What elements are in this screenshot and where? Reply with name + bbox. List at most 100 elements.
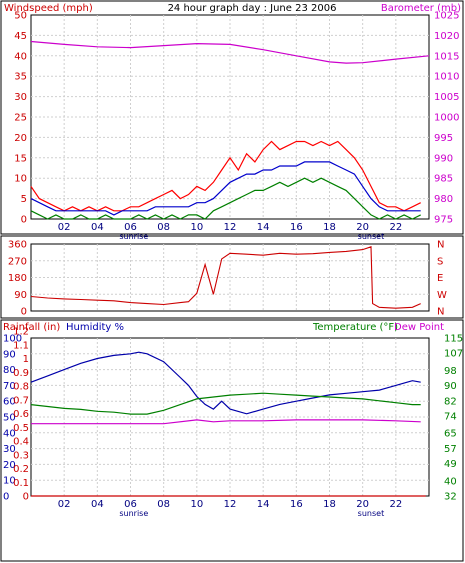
hour-tick-label: 02 bbox=[58, 499, 71, 510]
temperature-tick-label: 57 bbox=[444, 444, 457, 455]
direction-tick-label: 180 bbox=[8, 273, 27, 284]
rain-tick-label: 0.8 bbox=[13, 382, 29, 393]
temperature-tick-label: 40 bbox=[444, 476, 457, 487]
humidity-tick-label: 20 bbox=[3, 460, 16, 471]
rain-tick-label: 0.7 bbox=[13, 395, 29, 406]
hour-tick-label: 12 bbox=[224, 222, 237, 233]
series-line-humidity bbox=[30, 351, 421, 415]
hour-tick-label: 22 bbox=[389, 499, 402, 510]
direction-tick-label: 270 bbox=[8, 256, 27, 267]
hour-tick-label: 10 bbox=[190, 222, 203, 233]
compass-tick-label: N bbox=[437, 307, 444, 318]
compass-tick-label: W bbox=[437, 290, 447, 301]
sunset-label: sunset bbox=[358, 509, 385, 518]
series-line-temperature bbox=[30, 392, 421, 415]
windspeed-tick-label: 5 bbox=[21, 194, 27, 205]
barometer-tick-label: 980 bbox=[434, 194, 453, 205]
windspeed-tick-label: 0 bbox=[21, 215, 27, 226]
rainfall-axis-label: Rainfall (in) bbox=[3, 322, 60, 333]
barometer-tick-label: 1000 bbox=[434, 113, 459, 124]
windspeed-tick-label: 10 bbox=[14, 174, 27, 185]
temperature-tick-label: 82 bbox=[444, 396, 457, 407]
temperature-tick-label: 74 bbox=[444, 412, 457, 423]
hour-tick-label: 20 bbox=[356, 499, 369, 510]
compass-tick-label: N bbox=[437, 240, 444, 251]
humidity-tick-label: 0 bbox=[3, 492, 9, 503]
hour-tick-label: 04 bbox=[91, 499, 104, 510]
temperature-tick-label: 49 bbox=[444, 459, 457, 470]
direction-tick-label: 360 bbox=[8, 240, 27, 251]
rain-tick-label: 0.9 bbox=[13, 368, 29, 379]
sunrise-label: sunrise bbox=[119, 509, 148, 518]
temperature-tick-label: 107 bbox=[444, 349, 463, 360]
compass-tick-label: E bbox=[437, 273, 443, 284]
hour-tick-label: 06 bbox=[124, 499, 137, 510]
barometer-tick-label: 1005 bbox=[434, 92, 459, 103]
dewpoint-axis-label: Dew Point bbox=[394, 322, 444, 333]
humidity-axis-label: Humidity % bbox=[66, 322, 124, 333]
hour-tick-label: 02 bbox=[58, 222, 71, 233]
windspeed-tick-label: 25 bbox=[14, 113, 27, 124]
hour-tick-label: 10 bbox=[190, 499, 203, 510]
humidity-tick-label: 60 bbox=[3, 397, 16, 408]
hour-tick-label: 06 bbox=[124, 222, 137, 233]
barometer-tick-label: 1010 bbox=[434, 72, 459, 83]
rain-tick-label: 0.3 bbox=[13, 450, 29, 461]
hour-tick-label: 18 bbox=[323, 222, 336, 233]
series-line-windspeed-min bbox=[30, 177, 421, 220]
rain-tick-label: 0.4 bbox=[13, 437, 29, 448]
barometer-tick-label: 985 bbox=[434, 174, 453, 185]
direction-tick-label: 0 bbox=[21, 307, 27, 318]
temperature-tick-label: 65 bbox=[444, 429, 457, 440]
hour-tick-label: 08 bbox=[157, 499, 170, 510]
temperature-tick-label: 90 bbox=[444, 381, 457, 392]
direction-tick-label: 90 bbox=[14, 290, 27, 301]
hour-tick-label: 04 bbox=[91, 222, 104, 233]
temperature-axis-label: Temperature (°F) bbox=[312, 322, 398, 333]
rain-humidity-temp-plot: 0 10 20 30 40 50 60 70 80 90 100 0 0.1 0.2 0.3 0.4 0.5 0.… bbox=[3, 327, 463, 518]
hour-tick-label: 14 bbox=[257, 222, 270, 233]
rain-tick-label: 0.2 bbox=[13, 464, 29, 475]
series-line-windspeed-avg bbox=[30, 161, 421, 216]
series-line-barometer bbox=[30, 40, 430, 64]
windspeed-tick-label: 15 bbox=[14, 153, 27, 164]
sunrise-label: sunrise bbox=[119, 232, 148, 241]
windspeed-tick-label: 50 bbox=[14, 11, 27, 22]
humidity-tick-label: 50 bbox=[3, 413, 16, 424]
humidity-tick-label: 10 bbox=[3, 476, 16, 487]
series-line-wind-direction bbox=[30, 246, 421, 309]
barometer-tick-label: 1015 bbox=[434, 51, 459, 62]
humidity-tick-label: 80 bbox=[3, 365, 16, 376]
temperature-tick-label: 32 bbox=[444, 492, 457, 503]
sunset-label: sunset bbox=[358, 232, 385, 241]
hour-tick-label: 18 bbox=[323, 499, 336, 510]
series-line-dew-point bbox=[31, 419, 421, 425]
hour-tick-label: 14 bbox=[257, 499, 270, 510]
windspeed-tick-label: 45 bbox=[14, 31, 27, 42]
compass-tick-label: S bbox=[437, 256, 443, 267]
rain-tick-label: 0 bbox=[23, 492, 29, 503]
hour-tick-label: 16 bbox=[290, 499, 303, 510]
temperature-tick-label: 98 bbox=[444, 366, 457, 377]
hour-tick-label: 12 bbox=[224, 499, 237, 510]
rain-tick-label: 0.5 bbox=[13, 423, 29, 434]
windspeed-tick-label: 40 bbox=[14, 51, 27, 62]
barometer-tick-label: 975 bbox=[434, 215, 453, 226]
barometer-tick-label: 1025 bbox=[434, 11, 459, 22]
humidity-tick-label: 30 bbox=[3, 444, 16, 455]
temperature-tick-label: 115 bbox=[444, 334, 463, 345]
hour-tick-label: 16 bbox=[290, 222, 303, 233]
humidity-tick-label: 100 bbox=[3, 334, 22, 345]
rain-tick-label: 0.6 bbox=[13, 409, 29, 420]
windspeed-tick-label: 30 bbox=[14, 92, 27, 103]
rain-tick-label: 0.1 bbox=[13, 478, 29, 489]
barometer-tick-label: 990 bbox=[434, 153, 453, 164]
chart-title: 24 hour graph day : June 23 2006 bbox=[168, 3, 337, 14]
windspeed-axis-label: Windspeed (mph) bbox=[4, 3, 93, 14]
hour-tick-label: 08 bbox=[157, 222, 170, 233]
humidity-tick-label: 70 bbox=[3, 381, 16, 392]
barometer-tick-label: 995 bbox=[434, 133, 453, 144]
barometer-axis-label: Barometer (mb) bbox=[381, 3, 461, 14]
